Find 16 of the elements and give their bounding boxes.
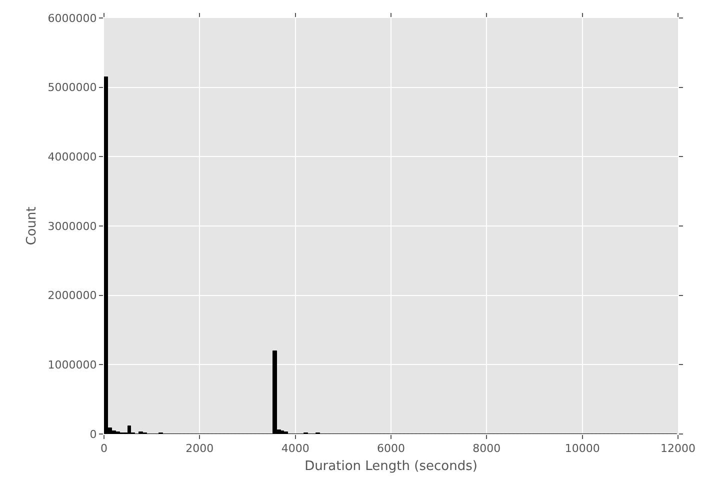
y-tick-label: 4000000	[48, 150, 97, 164]
y-axis-title: Count	[24, 206, 40, 246]
x-tick-label: 6000	[377, 442, 405, 456]
x-tick-label: 0	[100, 442, 108, 456]
y-tick-label: 1000000	[48, 358, 97, 372]
x-tick-label: 10000	[564, 442, 600, 456]
x-tick-label: 8000	[472, 442, 501, 456]
x-tick-label: 2000	[186, 442, 214, 456]
y-tick-label: 0	[90, 428, 97, 441]
x-tick-label: 4000	[281, 442, 310, 456]
y-tick-label: 2000000	[48, 289, 97, 302]
y-tick-label: 6000000	[48, 12, 97, 25]
y-tick-label: 3000000	[48, 220, 97, 233]
x-axis-title: Duration Length (seconds)	[304, 458, 478, 474]
x-tick-label: 12000	[660, 442, 696, 456]
y-tick-label: 5000000	[48, 81, 97, 94]
